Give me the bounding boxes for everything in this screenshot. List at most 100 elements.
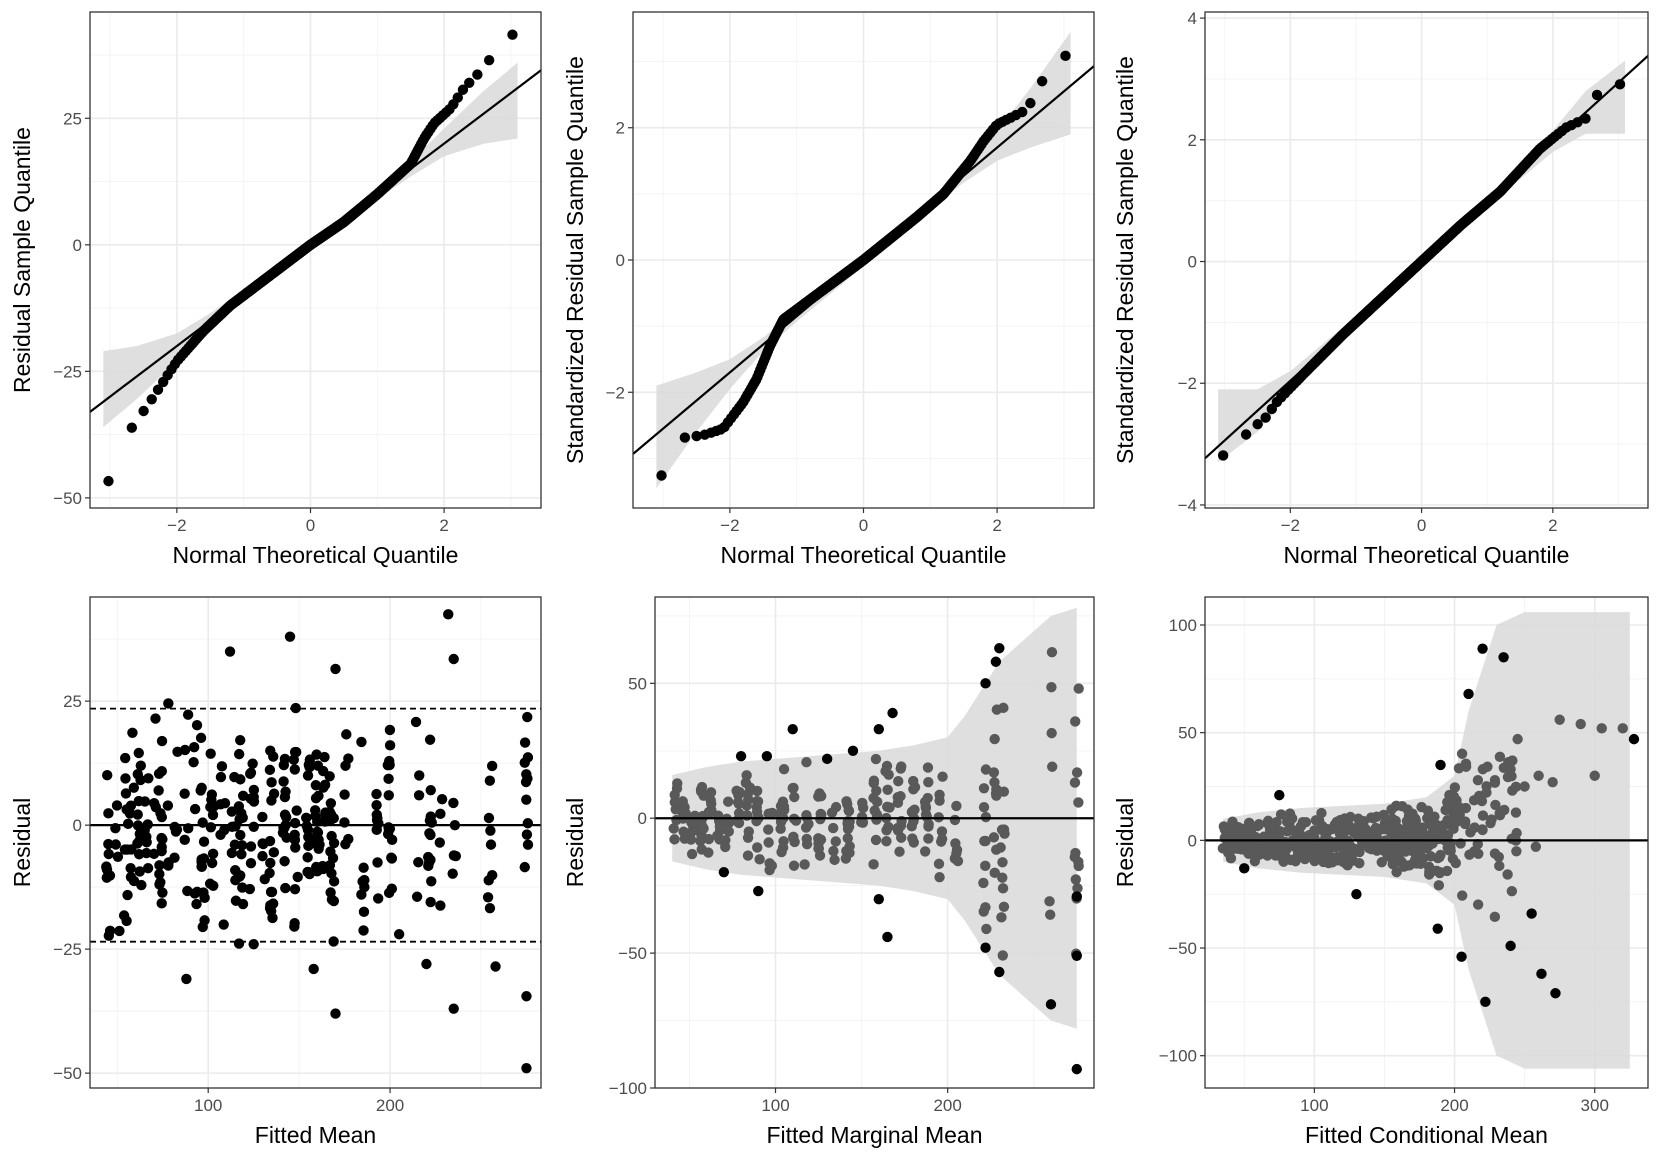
residual-point [197, 921, 208, 933]
residual-point [245, 793, 256, 804]
inside-point [734, 786, 745, 798]
qq-point [1217, 450, 1229, 461]
residual-point [264, 764, 276, 776]
residual-point [266, 777, 277, 788]
inside-point [998, 702, 1009, 714]
inside-point [1300, 817, 1312, 828]
inside-point [978, 877, 989, 889]
inside-point [868, 775, 880, 786]
residual-point [436, 793, 448, 805]
inside-point [1473, 848, 1484, 860]
y-tick-label: 0 [638, 809, 647, 828]
residual-point [101, 862, 112, 873]
inside-point [1530, 841, 1542, 853]
residual-point [314, 839, 325, 850]
residual-point [324, 860, 336, 871]
inside-point [1519, 781, 1530, 792]
outside-point [1550, 988, 1561, 999]
inside-point [1617, 723, 1628, 734]
plot-area: 100 200 300 −100 −50 0 50 100 [1159, 596, 1649, 1115]
inside-point [732, 796, 744, 808]
inside-point [1472, 839, 1483, 850]
inside-point [686, 848, 698, 860]
residual-point [198, 836, 210, 847]
outside-point [718, 866, 730, 878]
residual-point [371, 815, 383, 826]
inside-point [895, 791, 906, 802]
inside-point [672, 778, 683, 789]
outside-point [1536, 968, 1547, 980]
residual-point [236, 840, 248, 851]
qq-point [1240, 429, 1252, 440]
residual-point [521, 829, 533, 840]
residual-point [340, 760, 351, 771]
residual-point [435, 900, 446, 911]
residual-point [154, 860, 165, 871]
outlier-point [181, 973, 192, 985]
x-tick-label: 100 [1300, 1096, 1328, 1115]
inside-point [980, 811, 992, 823]
plot-area: −2 0 2 −4 −2 0 2 4 [1178, 9, 1649, 535]
residual-point [157, 834, 168, 845]
inside-point [1046, 681, 1057, 693]
inside-point [1433, 880, 1445, 891]
y-tick-label: 0 [73, 816, 82, 835]
inside-point [1460, 802, 1472, 814]
inside-point [788, 860, 800, 871]
inside-point [870, 753, 882, 765]
residual-point [288, 754, 300, 765]
outside-point [994, 966, 1005, 978]
inside-point [1512, 733, 1523, 745]
outlier-point [521, 1062, 532, 1074]
residual-point [371, 824, 382, 836]
inside-point [1456, 748, 1468, 759]
x-axis-title: Normal Theoretical Quantile [721, 542, 1007, 568]
qq-point [1060, 50, 1071, 62]
residual-point [235, 735, 246, 746]
residual-point [136, 879, 147, 891]
inside-point [705, 787, 717, 798]
y-tick-label: 25 [63, 109, 82, 128]
inside-point [1271, 816, 1282, 828]
inside-point [921, 811, 933, 823]
residual-point [206, 794, 217, 805]
residual-point [448, 850, 460, 861]
y-tick-label: 0 [1188, 253, 1197, 272]
residual-point [133, 747, 144, 759]
panel-residual-vs-conditional: 100 200 300 −100 −50 0 50 100 Fitted Conditiona… [1112, 596, 1649, 1148]
y-tick-label: −50 [618, 944, 647, 963]
residual-point [207, 809, 219, 821]
outside-point [787, 723, 798, 735]
qq-point [1591, 89, 1603, 101]
inside-point [685, 834, 697, 845]
y-tick-label: −50 [53, 1064, 82, 1083]
residual-point [132, 809, 143, 820]
inside-point [1596, 723, 1607, 734]
outside-point [1477, 643, 1488, 654]
residual-point [484, 775, 496, 786]
inside-point [1507, 755, 1518, 766]
inside-point [1450, 857, 1462, 869]
panel-border [654, 596, 1095, 1089]
qq-point [464, 77, 475, 88]
residual-point [356, 736, 367, 748]
residual-point [189, 888, 200, 899]
qq-point [452, 92, 463, 103]
plot-area: 100 200 −50 −25 0 25 [53, 596, 542, 1115]
inside-point [789, 791, 800, 803]
outlier-point [448, 1003, 459, 1014]
axis-ticks: 100 200 300 −100 −50 0 50 100 [1159, 616, 1609, 1115]
residual-point [313, 790, 324, 802]
inside-point [679, 806, 690, 817]
inside-point [998, 901, 1010, 913]
residual-point [198, 887, 209, 898]
inside-point [742, 789, 753, 800]
residual-point [143, 773, 154, 784]
outside-point [873, 893, 884, 905]
inside-point [828, 845, 839, 857]
residual-point [103, 848, 114, 860]
inside-point [695, 786, 707, 797]
inside-point [893, 775, 904, 787]
qq-point [679, 432, 691, 443]
outside-point [1239, 863, 1250, 874]
